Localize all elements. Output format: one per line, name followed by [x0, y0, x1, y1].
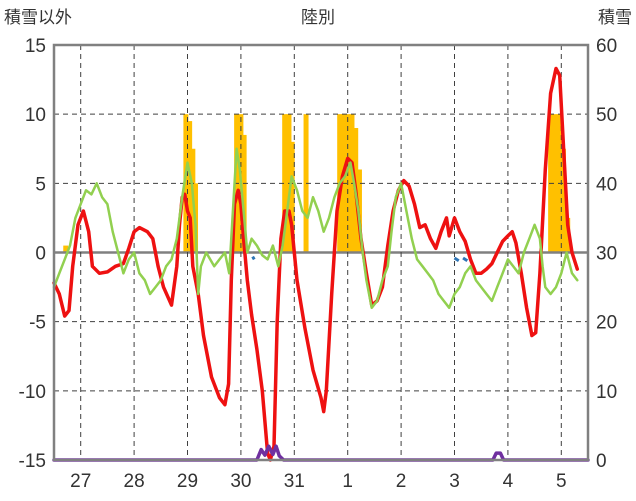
- snow-bar-7: [241, 134, 247, 253]
- snow-bar-2: [187, 121, 193, 253]
- series-dash-4-2: [453, 256, 460, 263]
- chart-title: 陸別: [301, 8, 335, 27]
- x-tick-label-8: 4: [503, 471, 514, 492]
- left-tick-label-5: -10: [19, 382, 46, 403]
- x-tick-label-4: 31: [284, 471, 305, 492]
- series-dash-4-0: [251, 255, 256, 261]
- left-tick-label-3: 0: [35, 244, 46, 265]
- x-tick-label-7: 3: [449, 471, 460, 492]
- right-tick-label-5: 10: [596, 382, 617, 403]
- x-tick-label-9: 5: [556, 471, 567, 492]
- snow-bar-19: [552, 114, 558, 253]
- series-line-0: [52, 66, 580, 462]
- snow-bar-10: [289, 141, 295, 253]
- snow-bar-1: [183, 114, 189, 253]
- series-line-1: [52, 147, 579, 310]
- x-tick-label-6: 2: [396, 471, 407, 492]
- right-tick-label-3: 30: [596, 244, 617, 265]
- left-tick-label-2: 5: [35, 174, 46, 195]
- right-axis-title: 積雪: [598, 8, 632, 27]
- left-tick-label-6: -15: [19, 451, 46, 472]
- left-tick-label-1: 10: [25, 105, 46, 126]
- x-tick-label-1: 28: [124, 471, 145, 492]
- snow-bar-0: [63, 245, 69, 253]
- right-tick-label-1: 50: [596, 105, 617, 126]
- x-tick-label-3: 30: [230, 471, 251, 492]
- series-dash-4-4: [462, 256, 469, 263]
- snow-bar-8: [282, 114, 288, 253]
- left-tick-label-4: -5: [29, 313, 46, 334]
- left-axis-title: 積雪以外: [4, 8, 72, 27]
- plot-frame: [52, 43, 590, 462]
- right-tick-label-6: 0: [596, 451, 607, 472]
- x-tick-label-5: 1: [342, 471, 353, 492]
- series-line-3: [52, 444, 590, 462]
- left-tick-label-0: 15: [25, 36, 46, 57]
- right-tick-label-0: 60: [596, 36, 617, 57]
- x-tick-label-2: 29: [177, 471, 198, 492]
- snow-bar-21: [560, 148, 566, 253]
- right-tick-label-4: 20: [596, 313, 617, 334]
- x-tick-label-0: 27: [70, 471, 91, 492]
- right-tick-label-2: 40: [596, 174, 617, 195]
